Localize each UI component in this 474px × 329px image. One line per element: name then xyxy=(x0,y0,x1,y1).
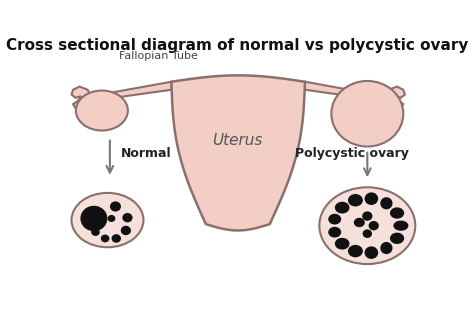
Ellipse shape xyxy=(364,230,371,237)
Ellipse shape xyxy=(394,221,408,230)
Ellipse shape xyxy=(365,247,377,258)
Ellipse shape xyxy=(365,193,377,204)
Text: Uterus: Uterus xyxy=(212,133,262,148)
Ellipse shape xyxy=(391,233,403,243)
Ellipse shape xyxy=(336,239,349,249)
Ellipse shape xyxy=(121,226,130,235)
Ellipse shape xyxy=(349,245,362,257)
Ellipse shape xyxy=(355,218,364,226)
Ellipse shape xyxy=(123,214,132,222)
Ellipse shape xyxy=(391,208,403,218)
Ellipse shape xyxy=(76,90,128,131)
Ellipse shape xyxy=(110,202,120,211)
Ellipse shape xyxy=(349,195,362,206)
Ellipse shape xyxy=(363,212,372,220)
Text: Normal: Normal xyxy=(121,147,172,160)
Ellipse shape xyxy=(92,229,99,235)
Polygon shape xyxy=(72,82,172,112)
Ellipse shape xyxy=(336,202,349,213)
Ellipse shape xyxy=(112,235,120,242)
Ellipse shape xyxy=(101,235,109,242)
Ellipse shape xyxy=(72,193,144,247)
Ellipse shape xyxy=(319,187,415,264)
Ellipse shape xyxy=(369,222,378,230)
Ellipse shape xyxy=(81,207,107,230)
Ellipse shape xyxy=(381,198,392,209)
Text: Cross sectional diagram of normal vs polycystic ovary: Cross sectional diagram of normal vs pol… xyxy=(6,38,468,53)
Polygon shape xyxy=(172,75,305,230)
Ellipse shape xyxy=(381,243,392,253)
Ellipse shape xyxy=(108,216,115,221)
Polygon shape xyxy=(305,82,405,112)
Text: Fallopian Tube: Fallopian Tube xyxy=(119,51,198,61)
Ellipse shape xyxy=(329,227,340,237)
Ellipse shape xyxy=(331,81,403,146)
Text: Polycystic ovary: Polycystic ovary xyxy=(295,147,409,160)
Ellipse shape xyxy=(329,215,340,224)
